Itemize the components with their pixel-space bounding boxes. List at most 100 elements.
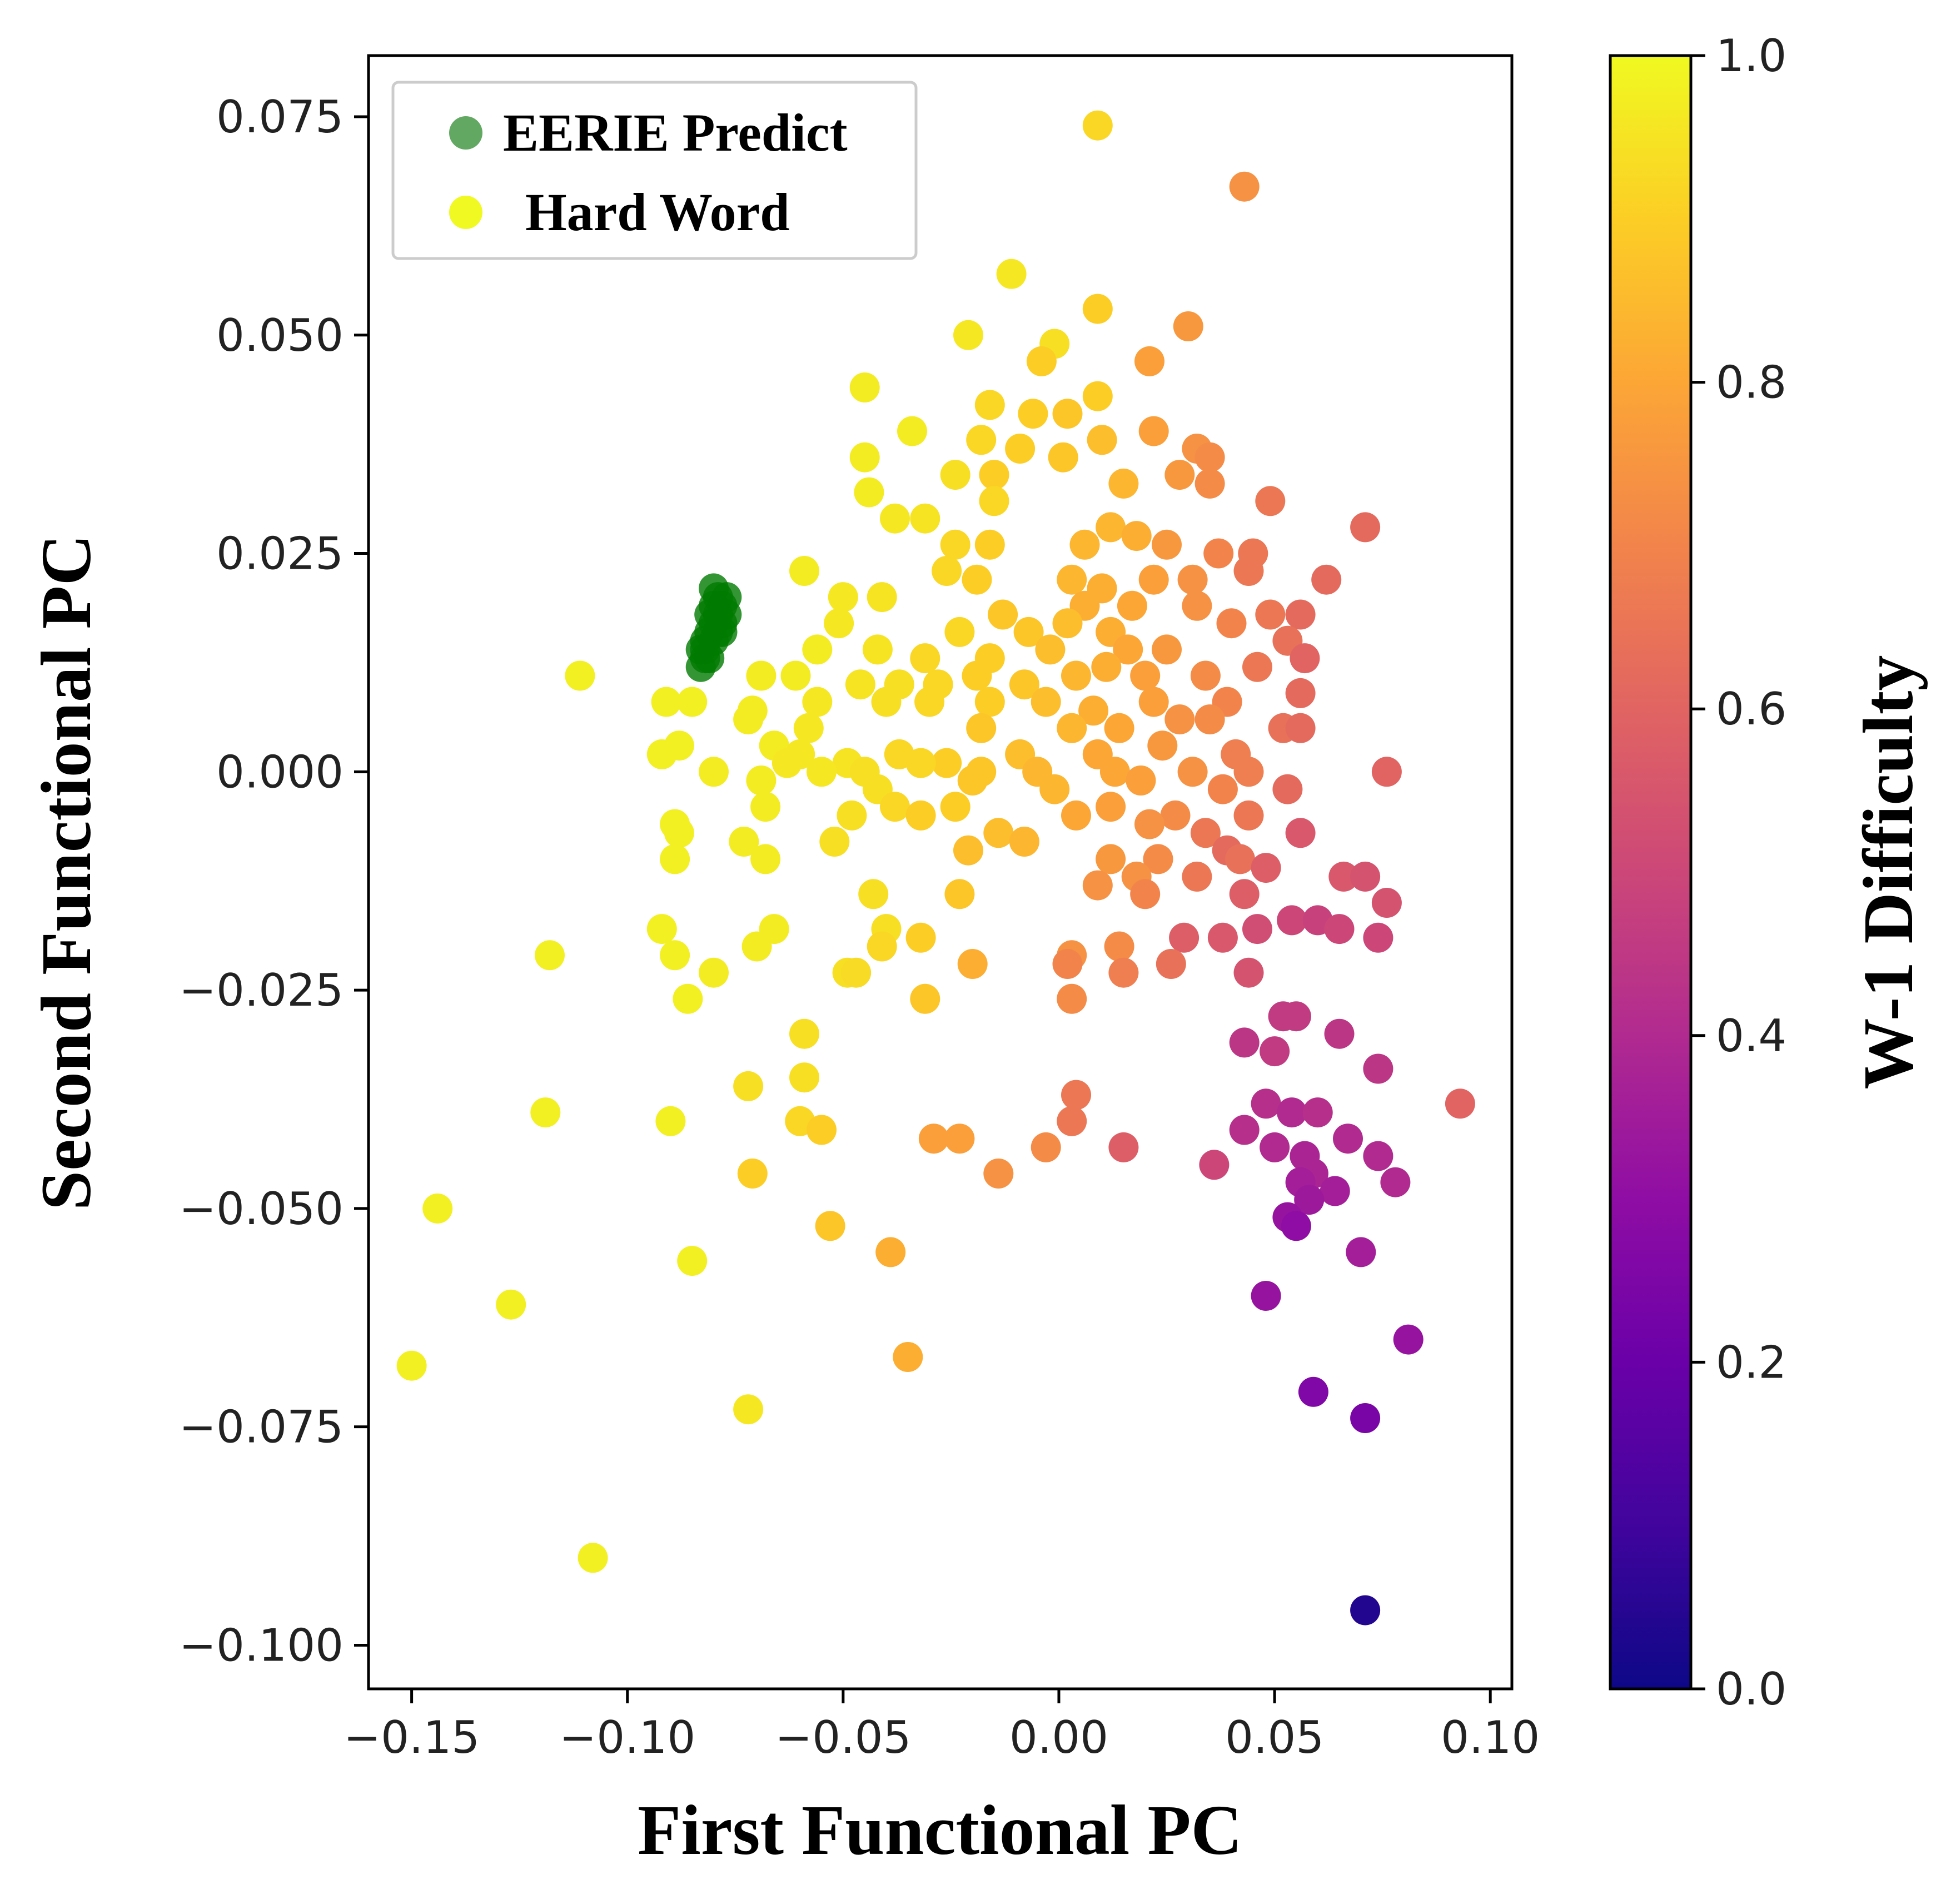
x-tick-label: −0.05 xyxy=(775,1712,911,1763)
difficulty-point xyxy=(1445,1088,1475,1119)
difficulty-point xyxy=(940,792,970,822)
difficulty-point xyxy=(807,1115,837,1145)
difficulty-point xyxy=(944,617,975,647)
difficulty-point xyxy=(1207,774,1238,804)
difficulty-point xyxy=(1160,800,1191,831)
difficulty-point xyxy=(1013,617,1044,647)
difficulty-point xyxy=(1350,861,1381,892)
difficulty-point xyxy=(867,931,897,962)
difficulty-point xyxy=(819,827,850,857)
x-axis-title: First Functional PC xyxy=(638,1791,1242,1870)
difficulty-point xyxy=(875,1237,906,1267)
difficulty-point xyxy=(1302,1097,1333,1128)
difficulty-point xyxy=(1190,818,1221,848)
eerie-predict-point xyxy=(699,573,729,604)
difficulty-point xyxy=(1260,1036,1290,1067)
difficulty-point xyxy=(953,320,983,350)
difficulty-point xyxy=(974,390,1005,420)
difficulty-point xyxy=(957,765,988,796)
difficulty-point xyxy=(746,765,777,796)
difficulty-point xyxy=(815,1211,845,1241)
difficulty-point xyxy=(1281,1001,1311,1032)
difficulty-point xyxy=(837,800,867,831)
colorbar-title: W-1 Difficulty xyxy=(1849,655,1928,1090)
difficulty-point xyxy=(699,757,729,787)
difficulty-point xyxy=(733,1071,764,1101)
difficulty-point xyxy=(1091,652,1122,682)
difficulty-point xyxy=(673,983,703,1014)
difficulty-point xyxy=(1363,922,1393,953)
difficulty-point xyxy=(802,687,833,717)
difficulty-point xyxy=(1324,1018,1355,1049)
colorbar-tick-label: 0.0 xyxy=(1716,1663,1786,1715)
difficulty-point xyxy=(1113,634,1143,665)
difficulty-point xyxy=(1182,590,1212,621)
difficulty-point xyxy=(1031,1132,1061,1162)
difficulty-point xyxy=(1190,660,1221,691)
difficulty-point xyxy=(1035,634,1066,665)
colorbar-bar xyxy=(1609,54,1693,1691)
difficulty-point xyxy=(966,713,997,743)
difficulty-point xyxy=(496,1289,526,1320)
difficulty-point xyxy=(660,844,690,874)
difficulty-point xyxy=(880,792,910,822)
difficulty-point xyxy=(651,687,681,717)
colorbar-tick-label: 0.2 xyxy=(1716,1336,1786,1388)
difficulty-point xyxy=(893,1342,923,1372)
difficulty-point xyxy=(1061,660,1091,691)
difficulty-point xyxy=(1164,704,1195,735)
difficulty-point xyxy=(845,669,875,700)
difficulty-point xyxy=(867,582,897,613)
difficulty-point xyxy=(858,879,889,909)
difficulty-point xyxy=(772,748,802,778)
difficulty-point xyxy=(1108,1132,1139,1162)
difficulty-point xyxy=(1251,853,1281,883)
difficulty-point xyxy=(1005,434,1036,464)
difficulty-point xyxy=(1285,678,1316,708)
difficulty-point xyxy=(1229,171,1260,202)
difficulty-point xyxy=(1048,442,1078,473)
difficulty-point xyxy=(1251,1088,1281,1119)
difficulty-point xyxy=(1018,399,1048,429)
difficulty-point xyxy=(1052,949,1083,979)
difficulty-point xyxy=(918,1123,949,1154)
difficulty-point xyxy=(789,1062,819,1093)
difficulty-point xyxy=(1285,599,1316,630)
difficulty-point xyxy=(1177,757,1208,787)
difficulty-point xyxy=(1272,774,1303,804)
difficulty-point xyxy=(1311,564,1342,595)
difficulty-point xyxy=(1082,870,1113,901)
scatter-points-layer xyxy=(396,110,1475,1625)
difficulty-point xyxy=(849,442,880,473)
y-tick-label: −0.100 xyxy=(179,1619,344,1671)
difficulty-point xyxy=(1225,844,1255,874)
difficulty-point xyxy=(733,1394,764,1425)
difficulty-point xyxy=(1147,730,1178,761)
difficulty-point xyxy=(733,704,764,735)
difficulty-point xyxy=(1177,564,1208,595)
difficulty-point xyxy=(1169,922,1200,953)
difficulty-point xyxy=(1078,695,1109,726)
difficulty-point xyxy=(1255,599,1286,630)
difficulty-point xyxy=(746,660,777,691)
difficulty-point xyxy=(1320,1176,1350,1206)
difficulty-point xyxy=(1242,652,1272,682)
y-tick-label: 0.000 xyxy=(216,746,344,798)
difficulty-point xyxy=(535,940,565,971)
difficulty-point xyxy=(1061,1080,1091,1110)
difficulty-point xyxy=(932,748,962,778)
difficulty-point xyxy=(988,599,1018,630)
difficulty-point xyxy=(1099,757,1130,787)
difficulty-point xyxy=(944,879,975,909)
difficulty-point xyxy=(944,1123,975,1154)
difficulty-point xyxy=(841,957,872,988)
difficulty-point xyxy=(1052,608,1083,639)
difficulty-point xyxy=(1324,914,1355,944)
difficulty-point xyxy=(422,1193,453,1224)
difficulty-point xyxy=(871,687,902,717)
y-axis-title: Second Functional PC xyxy=(27,534,106,1210)
difficulty-point xyxy=(1152,529,1182,560)
difficulty-point xyxy=(729,827,759,857)
difficulty-point xyxy=(1082,381,1113,411)
difficulty-point xyxy=(1285,818,1316,848)
